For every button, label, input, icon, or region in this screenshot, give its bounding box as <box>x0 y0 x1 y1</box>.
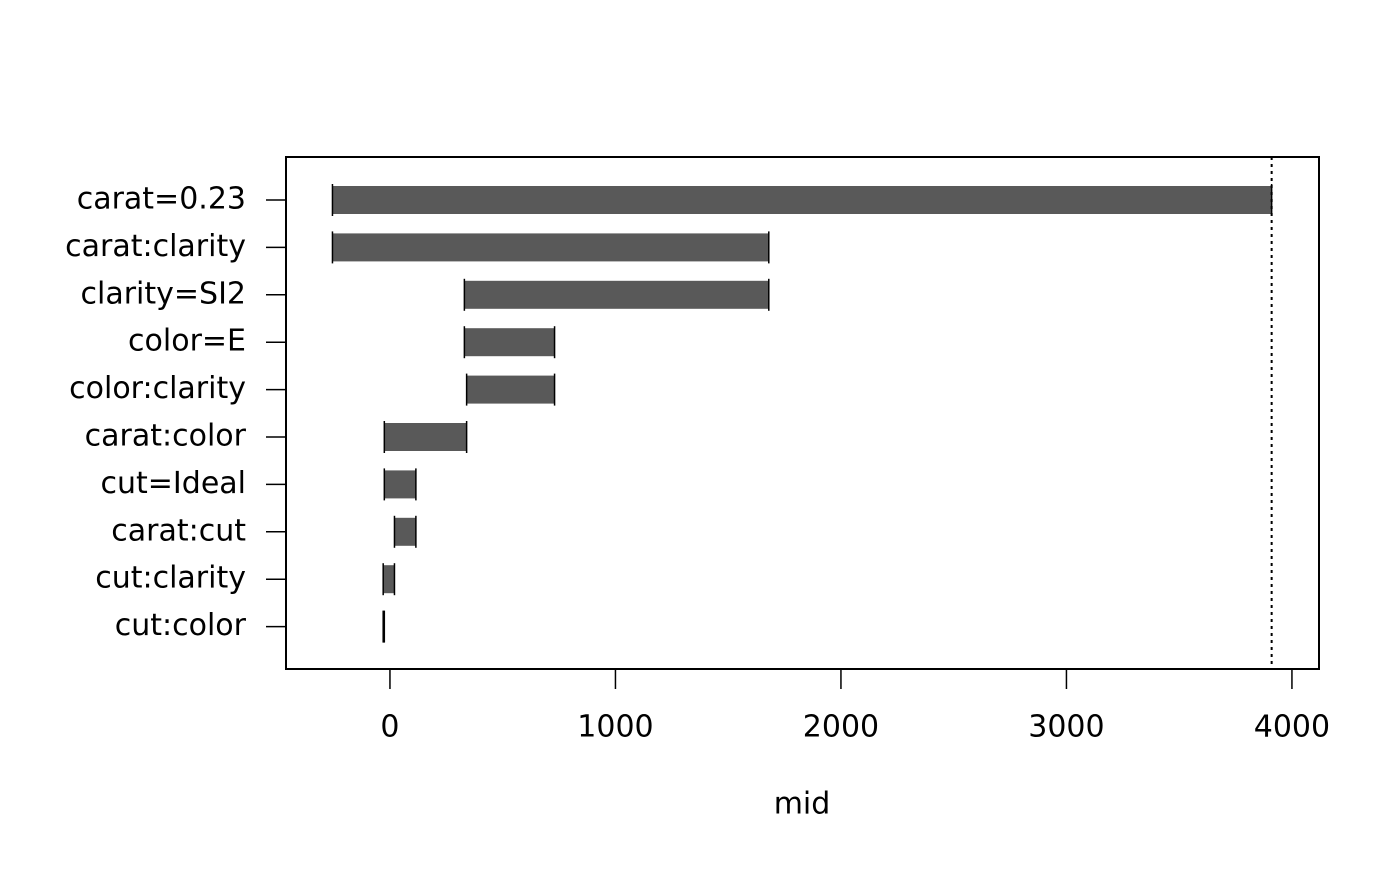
bar <box>384 423 467 451</box>
x-tick-label: 3000 <box>1028 710 1104 745</box>
plot-frame <box>285 156 1320 670</box>
x-tick-label: 1000 <box>577 710 653 745</box>
bar <box>464 280 769 309</box>
x-axis-label: mid <box>774 787 831 822</box>
x-tick-label: 4000 <box>1254 710 1330 745</box>
y-tick-label: cut:clarity <box>95 561 246 596</box>
y-tick-label: carat:cut <box>111 513 246 548</box>
bar <box>384 470 416 499</box>
y-tick-label: clarity=SI2 <box>80 276 246 311</box>
y-tick-label: carat=0.23 <box>77 182 246 217</box>
y-tick-label: carat:clarity <box>65 229 246 264</box>
y-tick-label: carat:color <box>85 419 247 454</box>
x-tick-label: 2000 <box>803 710 879 745</box>
bar <box>332 186 1272 214</box>
y-tick-label: color=E <box>128 324 246 359</box>
bar <box>466 375 555 404</box>
bar <box>332 233 769 262</box>
bar <box>383 565 395 594</box>
y-tick-label: cut:color <box>115 608 247 643</box>
y-tick-label: cut=Ideal <box>101 466 246 501</box>
x-tick-label: 0 <box>380 710 399 745</box>
bar <box>394 517 416 546</box>
bar <box>464 328 555 357</box>
y-tick-label: color:clarity <box>69 371 246 406</box>
